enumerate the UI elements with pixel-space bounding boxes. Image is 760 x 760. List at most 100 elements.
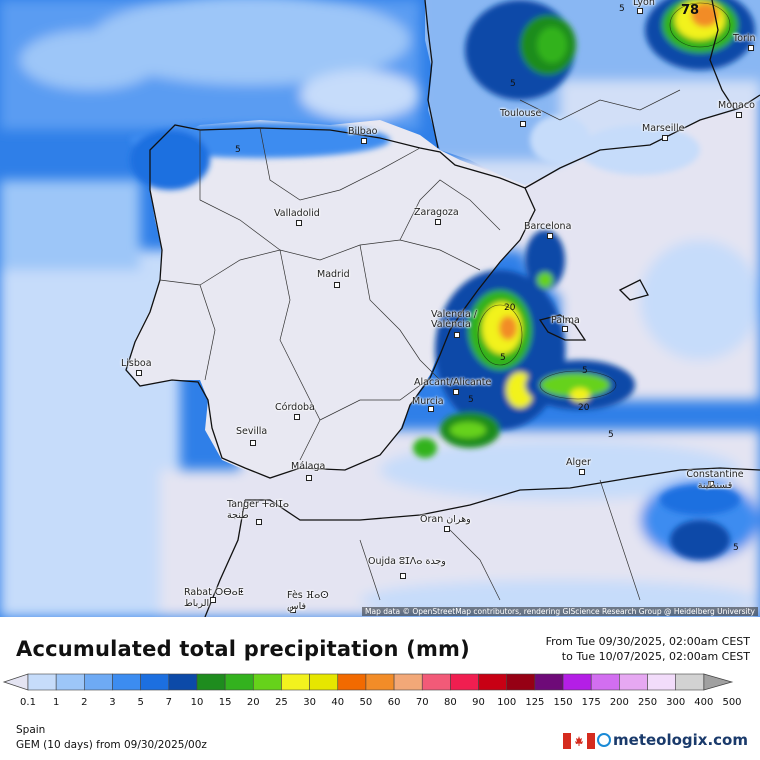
legend-tick-label: 25 [275, 697, 288, 708]
legend-tick-label: 30 [303, 697, 316, 708]
legend-tick-label: 70 [415, 697, 429, 708]
legend-arrow-left [2, 673, 29, 691]
city-marker [562, 326, 568, 332]
city-valladolid: Valladolid [274, 208, 320, 219]
city-lyon: Lyon [633, 0, 655, 8]
legend-swatch [55, 673, 85, 691]
city-toulouse: Toulouse [500, 108, 542, 119]
city-marker [736, 112, 742, 118]
legend-tick-label: 10 [190, 697, 204, 708]
legend-swatch [534, 673, 564, 691]
city-marker [428, 406, 434, 412]
legend-swatch [506, 673, 536, 691]
legend-swatch [619, 673, 648, 691]
legend-swatch [590, 673, 620, 691]
legend-swatch [27, 673, 57, 691]
contour-label: 5 [608, 430, 614, 440]
legend-tick-label: 1 [52, 697, 60, 708]
city-oujda: Oujda ⵓⵊⴷⴰ وجدة [368, 556, 446, 567]
legend-tick-label: 7 [165, 697, 172, 708]
legend-swatch [84, 673, 113, 691]
color-legend [2, 673, 734, 691]
contour-label: 5 [468, 395, 474, 405]
legend-tick-label: 100 [497, 697, 517, 708]
model-label: GEM (10 days) from 09/30/2025/00z [16, 739, 207, 751]
city-marker [547, 233, 553, 239]
city-fes: Fès ⴼⴰⵙ فاس [287, 590, 329, 612]
legend-swatch [647, 673, 676, 691]
legend-swatch [281, 673, 310, 691]
brand-logo[interactable]: meteologix.com [597, 731, 748, 749]
legend-swatch [562, 673, 592, 691]
logo-icon [597, 733, 612, 747]
city-marker [361, 138, 367, 144]
forecast-period: From Tue 09/30/2025, 02:00am CEST to Tue… [546, 634, 750, 664]
legend-swatch [252, 673, 282, 691]
city-lisboa: Lisboa [121, 358, 152, 369]
city-marker [400, 573, 406, 579]
legend-tick-label: 60 [387, 697, 401, 708]
city-marker [454, 332, 460, 338]
city-marker [444, 526, 450, 532]
city-marker [136, 370, 142, 376]
city-marker [334, 282, 340, 288]
city-marker [210, 597, 216, 603]
legend-tick-label: 90 [472, 697, 485, 708]
legend-tick-label: 500 [722, 697, 742, 708]
contour-label: 5 [619, 4, 625, 14]
period-from: From Tue 09/30/2025, 02:00am CEST [545, 635, 750, 648]
map-attribution[interactable]: Map data © OpenStreetMap contributors, r… [362, 607, 758, 616]
legend-tick-label: 2 [81, 697, 88, 708]
city-constantine: Constantine ﻗﺴﻨﻄﻴﻨﺔ [686, 469, 744, 491]
city-valencia: Valencia / València [431, 309, 477, 330]
precipitation-map[interactable]: 78 5 5 5 20 5 20 5 5 5 5 Lyon Torin Mona… [0, 0, 760, 617]
city-marker [290, 607, 296, 613]
legend-swatch [196, 673, 226, 691]
map-layer: 78 5 5 5 20 5 20 5 5 5 5 [0, 0, 760, 617]
legend-swatch [140, 673, 170, 691]
legend-swatch [224, 673, 254, 691]
legend-tick-label: 40 [331, 697, 345, 708]
legend-swatch [421, 673, 451, 691]
city-monaco: Monaco [718, 100, 755, 111]
city-marker [250, 440, 256, 446]
legend-swatch [337, 673, 367, 691]
city-alicante: Alacant/Alicante [414, 377, 492, 388]
city-marker [296, 220, 302, 226]
legend-tick-label: 15 [218, 697, 232, 708]
city-zaragoza: Zaragoza [414, 207, 459, 218]
city-marker [662, 135, 668, 141]
city-palma: Palma [551, 315, 580, 326]
legend-tick-label: 125 [525, 697, 545, 708]
contour-label: 20 [504, 303, 516, 313]
city-marker [748, 45, 754, 51]
city-marker [435, 219, 441, 225]
city-marker [637, 8, 643, 14]
legend-tick-label: 200 [609, 697, 629, 708]
city-murcia: Murcia [412, 396, 444, 407]
chart-title: Accumulated total precipitation (mm) [16, 637, 470, 661]
legend-swatch [365, 673, 395, 691]
city-sevilla: Sevilla [236, 426, 268, 437]
legend-tick-label: 3 [109, 697, 116, 708]
city-marker [708, 481, 714, 487]
city-marker [453, 389, 459, 395]
contour-label: 5 [500, 353, 506, 363]
legend-swatch [450, 673, 479, 691]
region-label: Spain [16, 724, 46, 736]
legend-arrow-right [703, 673, 734, 691]
city-alger: Alger [566, 457, 591, 468]
period-to: to Tue 10/07/2025, 02:00am CEST [561, 650, 750, 663]
contour-label: 5 [733, 543, 739, 553]
canada-flag-icon [563, 733, 595, 749]
city-barcelona: Barcelona [524, 221, 572, 232]
brand-name: meteologix.com [613, 731, 748, 749]
city-marker [256, 519, 262, 525]
legend-tick-label: 300 [666, 697, 686, 708]
contour-label: 20 [578, 403, 590, 413]
city-marseille: Marseille [642, 123, 685, 134]
contour-label: 78 [681, 3, 699, 18]
city-marker [520, 121, 526, 127]
legend-tick-label: 400 [694, 697, 714, 708]
legend-tick-label: 50 [359, 697, 373, 708]
